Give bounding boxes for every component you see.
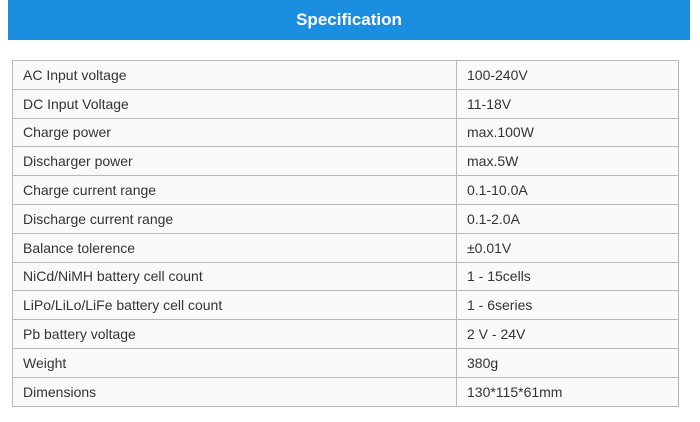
- spec-label: LiPo/LiLo/LiFe battery cell count: [12, 290, 457, 321]
- header-title: Specification: [8, 0, 690, 40]
- spec-value: 2 V - 24V: [456, 319, 679, 349]
- spec-value: max.5W: [456, 146, 679, 177]
- spec-label: NiCd/NiMH battery cell count: [12, 261, 457, 292]
- spec-row: Discharge current range 0.1-2.0A: [12, 203, 679, 234]
- spec-label: Pb battery voltage: [12, 319, 457, 349]
- spec-value: 1 - 6series: [456, 290, 679, 321]
- spec-row: AC Input voltage 100-240V: [12, 60, 679, 90]
- spec-label: Dimensions: [12, 376, 457, 407]
- spec-row: Charge current range 0.1-10.0A: [12, 175, 679, 205]
- spec-label: Discharger power: [12, 146, 457, 177]
- spec-value: 1 - 15cells: [456, 261, 679, 292]
- spec-row: DC Input Voltage 11-18V: [12, 88, 679, 119]
- spec-value: max.100W: [456, 117, 679, 148]
- spec-row: NiCd/NiMH battery cell count 1 - 15cells: [12, 261, 679, 292]
- spec-label: DC Input Voltage: [12, 88, 457, 119]
- spec-row: LiPo/LiLo/LiFe battery cell count 1 - 6se…: [12, 290, 679, 321]
- spec-row: Dimensions 130*115*61mm: [12, 376, 679, 407]
- spec-row: Discharger power max.5W: [12, 146, 679, 177]
- spec-row: Weight 380g: [12, 347, 679, 378]
- spec-value: 11-18V: [456, 88, 679, 119]
- spec-label: Balance tolerence: [12, 232, 457, 263]
- spec-label: Charge power: [12, 117, 457, 148]
- spec-value: 0.1-10.0A: [456, 175, 679, 205]
- spec-row: Balance tolerence ±0.01V: [12, 232, 679, 263]
- spec-row: Pb battery voltage 2 V - 24V: [12, 319, 679, 349]
- spec-label: AC Input voltage: [12, 60, 457, 90]
- spec-value: ±0.01V: [456, 232, 679, 263]
- spec-value: 380g: [456, 347, 679, 378]
- spec-value: 100-240V: [456, 60, 679, 90]
- spec-label: Weight: [12, 347, 457, 378]
- spec-label: Charge current range: [12, 175, 457, 205]
- spec-table: AC Input voltage 100-240V DC Input Voltage…: [12, 60, 679, 407]
- spec-value: 0.1-2.0A: [456, 203, 679, 234]
- spec-value: 130*115*61mm: [456, 376, 679, 407]
- spec-row: Charge power max.100W: [12, 117, 679, 148]
- spec-label: Discharge current range: [12, 203, 457, 234]
